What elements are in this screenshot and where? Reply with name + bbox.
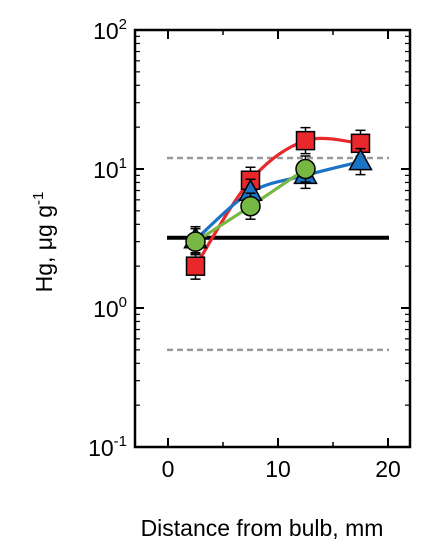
data-point-triangle-3 — [348, 148, 373, 171]
data-point-circle-2 — [295, 158, 316, 180]
y-tick-label-3: 102 — [93, 16, 127, 44]
data-point-square-2 — [295, 130, 316, 151]
y-tick-label-exp-0: -1 — [114, 433, 127, 450]
data-point-square-0 — [185, 256, 206, 276]
y-tick-label-base-2: 10 — [93, 157, 119, 183]
x-tick-label-1: 10 — [265, 456, 291, 482]
data-point-circle-0 — [185, 231, 206, 252]
y-tick-label-exp-2: 1 — [119, 155, 127, 172]
plot-frame — [133, 28, 412, 449]
y-tick-label-base-0: 10 — [88, 435, 114, 461]
y-tick-label-0: 10-1 — [88, 433, 127, 461]
x-axis-label: Distance from bulb, mm — [141, 515, 384, 541]
y-axis-label: Hg, μg g-1 — [30, 192, 57, 293]
y-tick-label-base-1: 10 — [93, 296, 119, 322]
y-axis-label-exponent: -1 — [30, 192, 47, 205]
y-tick-label-1: 100 — [93, 294, 127, 322]
y-tick-label-2: 101 — [93, 155, 127, 183]
ticks — [135, 29, 410, 448]
series-line-triangle — [194, 160, 361, 241]
y-tick-label-base-3: 10 — [93, 18, 119, 44]
y-axis-label-text: Hg, μg g — [31, 205, 57, 292]
x-tick-label-0: 0 — [162, 456, 175, 482]
y-tick-label-exp-1: 0 — [119, 294, 127, 311]
series-line-square — [194, 136, 361, 268]
series-layer — [183, 126, 373, 280]
data-point-circle-1 — [240, 195, 261, 217]
x-tick-label-2: 20 — [375, 456, 401, 482]
y-tick-label-exp-3: 2 — [119, 16, 127, 33]
